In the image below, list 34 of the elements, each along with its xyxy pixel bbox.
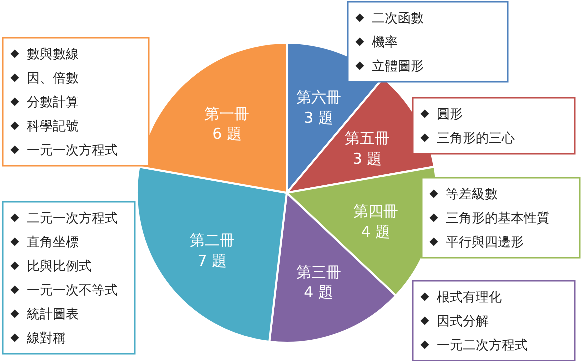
data-label: 4 題 — [361, 222, 391, 241]
text: 二次函數 — [372, 12, 424, 27]
text: 根式有理化 — [437, 290, 502, 306]
text: 因、倍數 — [27, 72, 79, 87]
text: 一元一次方程式 — [27, 142, 118, 159]
slice-label: 第一冊 — [204, 104, 250, 123]
text: 等差級數 — [446, 188, 498, 203]
text: 分數計算 — [27, 96, 79, 111]
text: 線對稱 — [26, 332, 66, 347]
data-label: 3 題 — [352, 150, 382, 168]
text: 平行與四邊形 — [446, 236, 524, 251]
text: 三角形的基本性質 — [446, 212, 550, 227]
slice-label: 第四冊 — [354, 202, 399, 221]
text: 數與數線 — [27, 48, 79, 63]
text: 直角坐標 — [27, 236, 79, 251]
text: 因式分解 — [437, 314, 489, 330]
text: 統計圖表 — [27, 308, 79, 323]
data-label: 4 題 — [304, 284, 334, 302]
text: 圓形 — [437, 108, 463, 123]
text: 三角形的三心 — [437, 130, 515, 147]
slice-label: 第二冊 — [190, 232, 235, 250]
text: 一元一次不等式 — [27, 284, 118, 299]
slice-label: 第五冊 — [345, 130, 390, 148]
slice-label: 第三冊 — [296, 263, 342, 282]
slice-label: 第六冊 — [296, 88, 342, 107]
text: 立體圖形 — [372, 58, 424, 75]
text: 比與比例式 — [27, 260, 92, 275]
text: 科學記號 — [27, 120, 79, 135]
data-label: 3 題 — [304, 108, 334, 127]
data-label: 6 題 — [212, 125, 242, 144]
text: 機率 — [372, 34, 398, 51]
text: 一元二次方程式 — [437, 338, 528, 354]
data-label: 7 題 — [198, 252, 228, 270]
text: 二元一次方程式 — [27, 210, 118, 227]
